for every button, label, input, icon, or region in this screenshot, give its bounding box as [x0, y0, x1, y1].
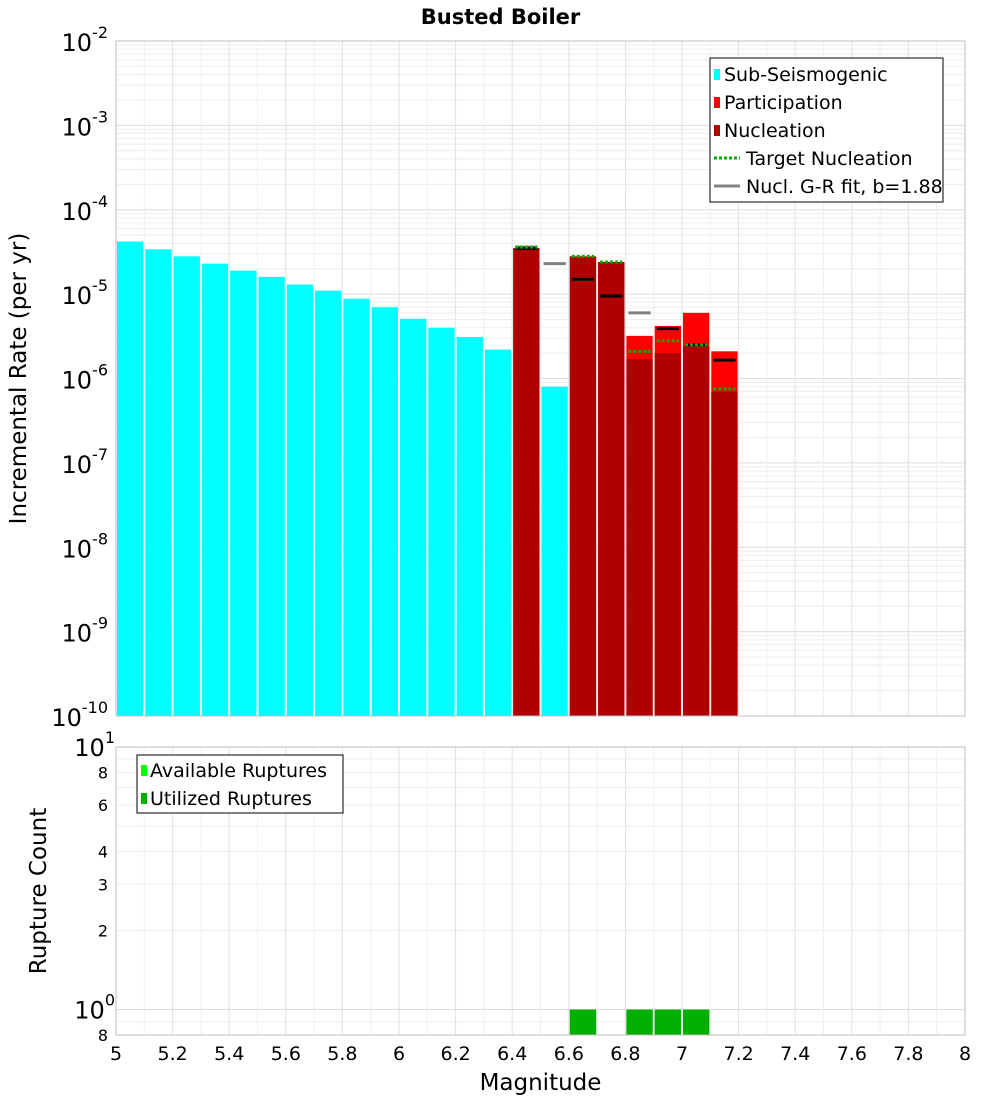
- x-tick-label: 5: [110, 1043, 122, 1065]
- legend-swatch: [714, 125, 720, 136]
- y-tick-label: 10-5: [62, 276, 109, 310]
- x-tick-label: 5.2: [157, 1043, 187, 1065]
- legend-label: Utilized Ruptures: [150, 788, 312, 810]
- bottom-y-tick-label: 8: [98, 1026, 108, 1045]
- sub-seismogenic-bar: [286, 284, 314, 716]
- y-tick-label: 10-2: [62, 23, 109, 57]
- bottom-y-tick-label: 2: [98, 922, 108, 941]
- utilized-ruptures-bar: [626, 1009, 653, 1035]
- utilized-ruptures-bar: [569, 1009, 597, 1035]
- utilized-ruptures-bar: [683, 1009, 710, 1035]
- sub-seismogenic-bar: [456, 337, 483, 716]
- legend-label: Target Nucleation: [745, 148, 913, 170]
- nucleation-bar: [683, 346, 710, 716]
- x-tick-label: 5.8: [327, 1043, 357, 1065]
- legend-label: Available Ruptures: [150, 760, 327, 782]
- sub-seismogenic-bar: [541, 386, 568, 716]
- x-tick-label: 6.8: [610, 1043, 640, 1065]
- legend-frame: [136, 754, 344, 814]
- x-tick-label: 6: [393, 1043, 405, 1065]
- x-tick-label: 5.6: [271, 1043, 301, 1065]
- bottom-y-tick-label: 4: [98, 842, 108, 861]
- bottom-y-axis-label: Rupture Count: [26, 808, 52, 974]
- x-tick-label: 7.2: [723, 1043, 753, 1065]
- bottom-y-tick-label: 6: [98, 796, 108, 815]
- x-tick-label: 8: [959, 1043, 971, 1065]
- x-tick-label: 6.6: [554, 1043, 584, 1065]
- y-tick-label: 10-9: [62, 614, 109, 648]
- nucleation-bar: [598, 262, 625, 716]
- sub-seismogenic-bar: [201, 263, 229, 716]
- y-tick-label: 10-8: [62, 529, 109, 563]
- bottom-legend: Available Ruptures Utilized Ruptures: [136, 754, 344, 814]
- y-tick-label: 10-7: [62, 445, 109, 479]
- top-y-axis-label: Incremental Rate (per yr): [6, 233, 32, 525]
- legend-swatch: [714, 69, 720, 80]
- legend-label: Nucl. G-R fit, b=1.88: [746, 176, 943, 198]
- sub-seismogenic-bar: [145, 249, 172, 716]
- sub-seismogenic-bar: [173, 256, 200, 716]
- top-plot-frame: [115, 40, 966, 717]
- legend-frame: [709, 57, 944, 203]
- x-tick-label: 5.4: [214, 1043, 244, 1065]
- chart-title: Busted Boiler: [421, 5, 581, 29]
- x-tick-label: 6.4: [497, 1043, 527, 1065]
- bottom-y-decade-label: 100: [74, 991, 115, 1025]
- sub-seismogenic-bar: [428, 327, 455, 716]
- sub-seismogenic-bar: [371, 307, 398, 716]
- x-axis-label: Magnitude: [480, 1070, 602, 1096]
- utilized-ruptures-bar: [654, 1009, 681, 1035]
- legend-swatch: [714, 97, 720, 108]
- sub-seismogenic-bar: [117, 241, 144, 717]
- bottom-y-decade-label: 101: [74, 728, 115, 762]
- y-tick-label: 10-4: [62, 192, 109, 226]
- bottom-y-tick-label: 3: [98, 875, 108, 894]
- sub-seismogenic-bar: [315, 290, 342, 716]
- nucleation-bar: [626, 359, 653, 716]
- y-tick-label: 10-10: [51, 698, 108, 732]
- legend-label: Participation: [724, 92, 843, 114]
- sub-seismogenic-bar: [343, 298, 370, 716]
- x-tick-label: 7.6: [837, 1043, 867, 1065]
- x-tick-label: 7.4: [780, 1043, 810, 1065]
- legend-label: Sub-Seismogenic: [724, 64, 888, 86]
- sub-seismogenic-bar: [230, 270, 257, 716]
- nucleation-bar: [569, 256, 597, 716]
- y-tick-label: 10-6: [62, 361, 109, 395]
- x-tick-label: 7: [676, 1043, 688, 1065]
- top-legend: Sub-Seismogenic Participation Nucleation Ta…: [709, 57, 944, 203]
- legend-swatch: [141, 765, 147, 776]
- legend-label: Nucleation: [724, 120, 826, 142]
- nucleation-bar: [711, 391, 738, 716]
- x-tick-label: 6.2: [440, 1043, 470, 1065]
- nucleation-bar: [513, 248, 540, 717]
- sub-seismogenic-bar: [258, 276, 285, 716]
- bottom-plot-frame: [115, 746, 966, 1036]
- sub-seismogenic-bar: [484, 349, 512, 716]
- bottom-y-tick-label: 8: [98, 763, 108, 782]
- y-tick-label: 10-3: [62, 107, 109, 141]
- sub-seismogenic-bar: [400, 318, 427, 716]
- x-tick-label: 7.8: [893, 1043, 923, 1065]
- legend-swatch: [141, 793, 147, 804]
- nucleation-bar: [654, 353, 681, 716]
